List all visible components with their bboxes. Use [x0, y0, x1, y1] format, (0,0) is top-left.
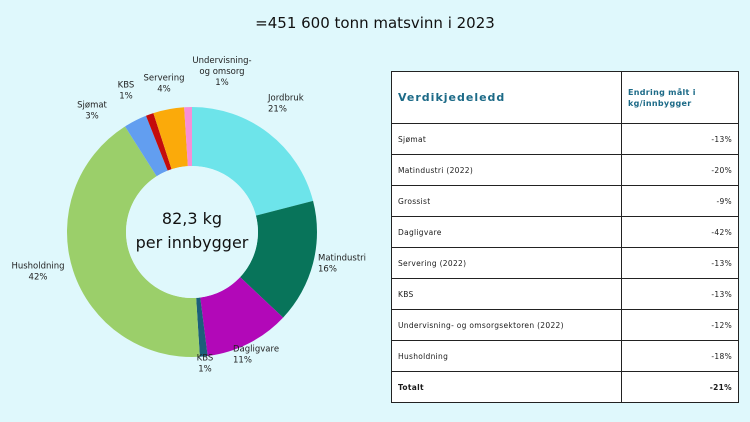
cell-name: Husholdning	[391, 340, 622, 372]
table-row: Husholdning -18%	[391, 340, 739, 372]
slice-label-6: KBS 1%	[118, 81, 135, 102]
table-header-row: Verdikjedeledd Endring målt i kg/innbygg…	[391, 71, 739, 124]
slice-label-3: KBS 1%	[197, 354, 214, 375]
slice-kbs-6	[145, 113, 172, 171]
cell-value: -13%	[621, 278, 739, 310]
header-value-chain: Verdikjedeledd	[391, 71, 622, 124]
slice-kbs-3	[196, 297, 208, 357]
table-row: Servering (2022) -13%	[391, 247, 739, 279]
slice-label-1: Matindustri 16%	[318, 254, 366, 275]
cell-value: -9%	[621, 185, 739, 217]
cell-value: -42%	[621, 216, 739, 248]
slice-husholdning-4	[66, 126, 200, 357]
table-row: Undervisning- og omsorgsektoren (2022) -1…	[391, 309, 739, 341]
table-row: KBS -13%	[391, 278, 739, 310]
chart-title: =451 600 tonn matsvinn i 2023	[255, 14, 495, 32]
cell-name: Undervisning- og omsorgsektoren (2022)	[391, 309, 622, 341]
donut-hole	[126, 166, 258, 298]
slice-sjømat-5	[125, 115, 168, 177]
slice-matindustri-1	[240, 200, 317, 318]
slice-label-2: Dagligvare 11%	[233, 345, 279, 366]
cell-name: Matindustri (2022)	[391, 154, 622, 186]
center-text-value: 82,3 kg	[162, 209, 222, 228]
slice-label-7: Servering 4%	[143, 74, 184, 95]
cell-value: -18%	[621, 340, 739, 372]
cell-name: Totalt	[391, 371, 622, 403]
table-row: Grossist -9%	[391, 185, 739, 217]
slice-label-0: Jordbruk 21%	[267, 94, 304, 115]
table-row: Dagligvare -42%	[391, 216, 739, 248]
cell-name: Sjømat	[391, 123, 622, 155]
cell-name: Grossist	[391, 185, 622, 217]
table-row: Sjømat -13%	[391, 123, 739, 155]
cell-name: KBS	[391, 278, 622, 310]
slice-label-5: Sjømat 3%	[77, 101, 107, 122]
slice-jordbruk-0	[192, 107, 314, 216]
change-table: Verdikjedeledd Endring målt i kg/innbygg…	[391, 71, 739, 403]
cell-value: -20%	[621, 154, 739, 186]
cell-value: -13%	[621, 123, 739, 155]
cell-value: -13%	[621, 247, 739, 279]
slice-label-8: Undervisning-og omsorg 1%	[192, 56, 251, 88]
cell-name: Dagligvare	[391, 216, 622, 248]
slice-servering-7	[153, 107, 188, 170]
slice-dagligvare-2	[200, 277, 284, 357]
donut-chart: 82,3 kg per innbygger Jordbruk 21% Matindu…	[11, 56, 366, 375]
slice-undervisning-og-omsorg-8	[184, 107, 192, 167]
cell-name: Servering (2022)	[391, 247, 622, 279]
cell-value: -21%	[621, 371, 739, 403]
header-change: Endring målt i kg/innbygger	[621, 71, 739, 124]
center-text-unit: per innbygger	[136, 233, 249, 252]
table-row: Matindustri (2022) -20%	[391, 154, 739, 186]
table-total-row: Totalt -21%	[391, 371, 739, 403]
cell-value: -12%	[621, 309, 739, 341]
slice-label-4: Husholdning 42%	[11, 262, 64, 283]
